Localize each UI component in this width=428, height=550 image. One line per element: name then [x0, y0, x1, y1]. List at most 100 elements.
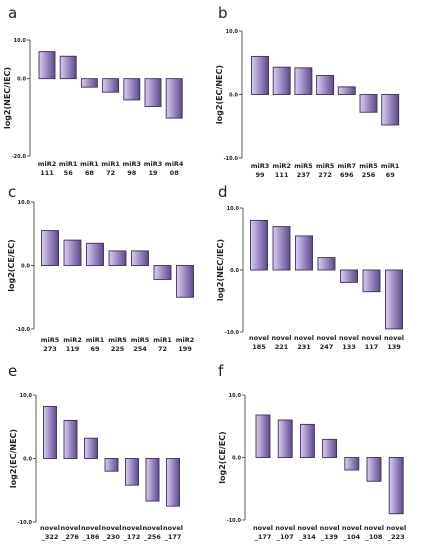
chart-panel-c: c10.00.0-10.0log2(CE/EC)miR5273miR2119mi… — [7, 183, 194, 353]
x-tick-label-line1: miR5 — [131, 336, 150, 344]
chart-panel-e: e10.00.0-10.0log2(EC/NEC)novel_322novel_… — [8, 362, 183, 541]
x-tick-label-line1: miR7 — [338, 162, 357, 170]
x-tick-label-line2: 68 — [85, 169, 95, 177]
y-tick-label: 10.0 — [226, 29, 239, 35]
x-tick-label-line1: novel — [362, 334, 382, 342]
x-tick-label-line2: 133 — [342, 343, 356, 351]
bar-3 — [299, 423, 315, 458]
bar-1 — [38, 51, 56, 80]
y-axis-label: log2(CE/EC) — [218, 431, 227, 483]
x-tick-label-line1: novel — [342, 524, 362, 532]
x-tick-label-line2: _223 — [388, 533, 405, 541]
x-tick-label-line1: novel — [102, 524, 122, 532]
y-tick-label: 10.0 — [227, 206, 240, 212]
x-tick-label-line1: novel — [272, 334, 292, 342]
x-tick-label-line2: _256 — [144, 533, 161, 541]
x-tick-label-line2: 69 — [386, 171, 396, 179]
x-tick-label-line2: _177 — [165, 533, 182, 541]
y-tick-label: 0.0 — [17, 76, 26, 82]
y-tick-label: 10.0 — [20, 393, 33, 399]
x-tick-label-line2: 139 — [387, 343, 401, 351]
bar-3 — [86, 242, 104, 266]
y-tick-label: -20.0 — [12, 154, 27, 160]
y-tick-label: 0.0 — [21, 263, 30, 269]
chart-panel-d: d10.00.0-10.0log2(NEC/IEC)novel185novel2… — [216, 183, 404, 351]
y-tick-label: 10.0 — [229, 393, 242, 399]
bar-4 — [316, 74, 335, 95]
y-tick-label: 10.0 — [18, 200, 31, 206]
x-tick-label-line1: miR5 — [294, 162, 313, 170]
x-tick-label-line1: miR1 — [59, 160, 78, 168]
x-tick-label-line1: novel — [317, 334, 337, 342]
y-tick-label: -10.0 — [18, 520, 33, 526]
x-tick-label-line2: 696 — [340, 171, 354, 179]
y-axis-label: log2(CE/EC) — [7, 239, 16, 291]
y-tick-label: -10.0 — [225, 330, 240, 336]
bar-2 — [272, 66, 291, 95]
panel-letter: c — [8, 183, 16, 201]
bar-2 — [63, 239, 82, 266]
x-tick-label-line1: novel — [294, 334, 314, 342]
y-tick-label: 0.0 — [23, 456, 32, 462]
x-tick-label-line1: miR3 — [251, 162, 270, 170]
y-tick-label: 0.0 — [230, 268, 239, 274]
bar-7 — [165, 78, 183, 119]
panel-letter: a — [8, 4, 17, 22]
x-tick-label-line1: miR2 — [63, 336, 82, 344]
panel-letter: b — [218, 4, 228, 22]
y-tick-label: -10.0 — [227, 518, 242, 524]
x-tick-label-line1: novel — [275, 524, 295, 532]
bar-1 — [250, 219, 268, 271]
x-tick-label-line1: novel — [61, 524, 81, 532]
x-tick-label-line2: _276 — [62, 533, 79, 541]
bar-4 — [322, 438, 338, 458]
x-tick-label-line1: novel — [249, 334, 269, 342]
bar-7 — [166, 458, 180, 507]
bar-6 — [366, 457, 382, 482]
bar-4 — [104, 458, 119, 472]
x-tick-label-line1: miR5 — [41, 336, 60, 344]
x-tick-label-line2: 111 — [40, 169, 54, 177]
y-tick-label: 0.0 — [232, 455, 241, 461]
y-axis-label: log2(NEC/IEC) — [216, 239, 225, 301]
x-tick-label-line1: miR2 — [176, 336, 195, 344]
x-tick-label-line1: novel — [386, 524, 406, 532]
x-tick-label-line2: _108 — [366, 533, 383, 541]
bar-1 — [251, 55, 269, 95]
x-tick-label-line1: novel — [143, 524, 163, 532]
bar-6 — [359, 94, 378, 113]
bar-3 — [294, 67, 313, 95]
x-tick-label-line2: 231 — [297, 343, 311, 351]
y-axis-label: log2(EC/NEC) — [215, 65, 224, 124]
bar-5 — [344, 457, 360, 471]
x-tick-label-line1: miR1 — [101, 160, 120, 168]
x-tick-label-line1: miR2 — [38, 160, 57, 168]
x-tick-label-line2: 98 — [127, 169, 137, 177]
bar-6 — [153, 265, 172, 280]
x-tick-label-line1: novel — [163, 524, 183, 532]
x-tick-label-line2: _314 — [299, 533, 316, 541]
x-tick-label-line2: _107 — [277, 533, 294, 541]
bar-5 — [131, 250, 149, 266]
x-tick-label-line1: miR1 — [86, 336, 105, 344]
x-tick-label-line2: 08 — [170, 169, 180, 177]
bar-5 — [337, 86, 356, 95]
x-tick-label-line2: _104 — [343, 533, 360, 541]
y-tick-label: -10.0 — [224, 156, 239, 162]
x-tick-label-line2: 19 — [148, 169, 158, 177]
x-tick-label-line2: _172 — [124, 533, 141, 541]
x-tick-label-line2: 221 — [275, 343, 289, 351]
x-tick-label-line2: _186 — [83, 533, 100, 541]
bar-2 — [272, 226, 291, 271]
x-tick-label-line2: _322 — [42, 533, 59, 541]
x-tick-label-line1: miR3 — [123, 160, 142, 168]
chart-panel-a: a10.00.0-20.0log2(NEC/IEC)miR2111miR156m… — [3, 4, 184, 177]
bar-1 — [255, 414, 271, 458]
x-tick-label-line2: 272 — [318, 171, 332, 179]
x-tick-label-line1: miR4 — [165, 160, 184, 168]
x-tick-label-line2: _139 — [321, 533, 338, 541]
x-tick-label-line2: 69 — [90, 345, 100, 353]
bar-3 — [84, 437, 98, 459]
bar-3 — [295, 235, 313, 271]
